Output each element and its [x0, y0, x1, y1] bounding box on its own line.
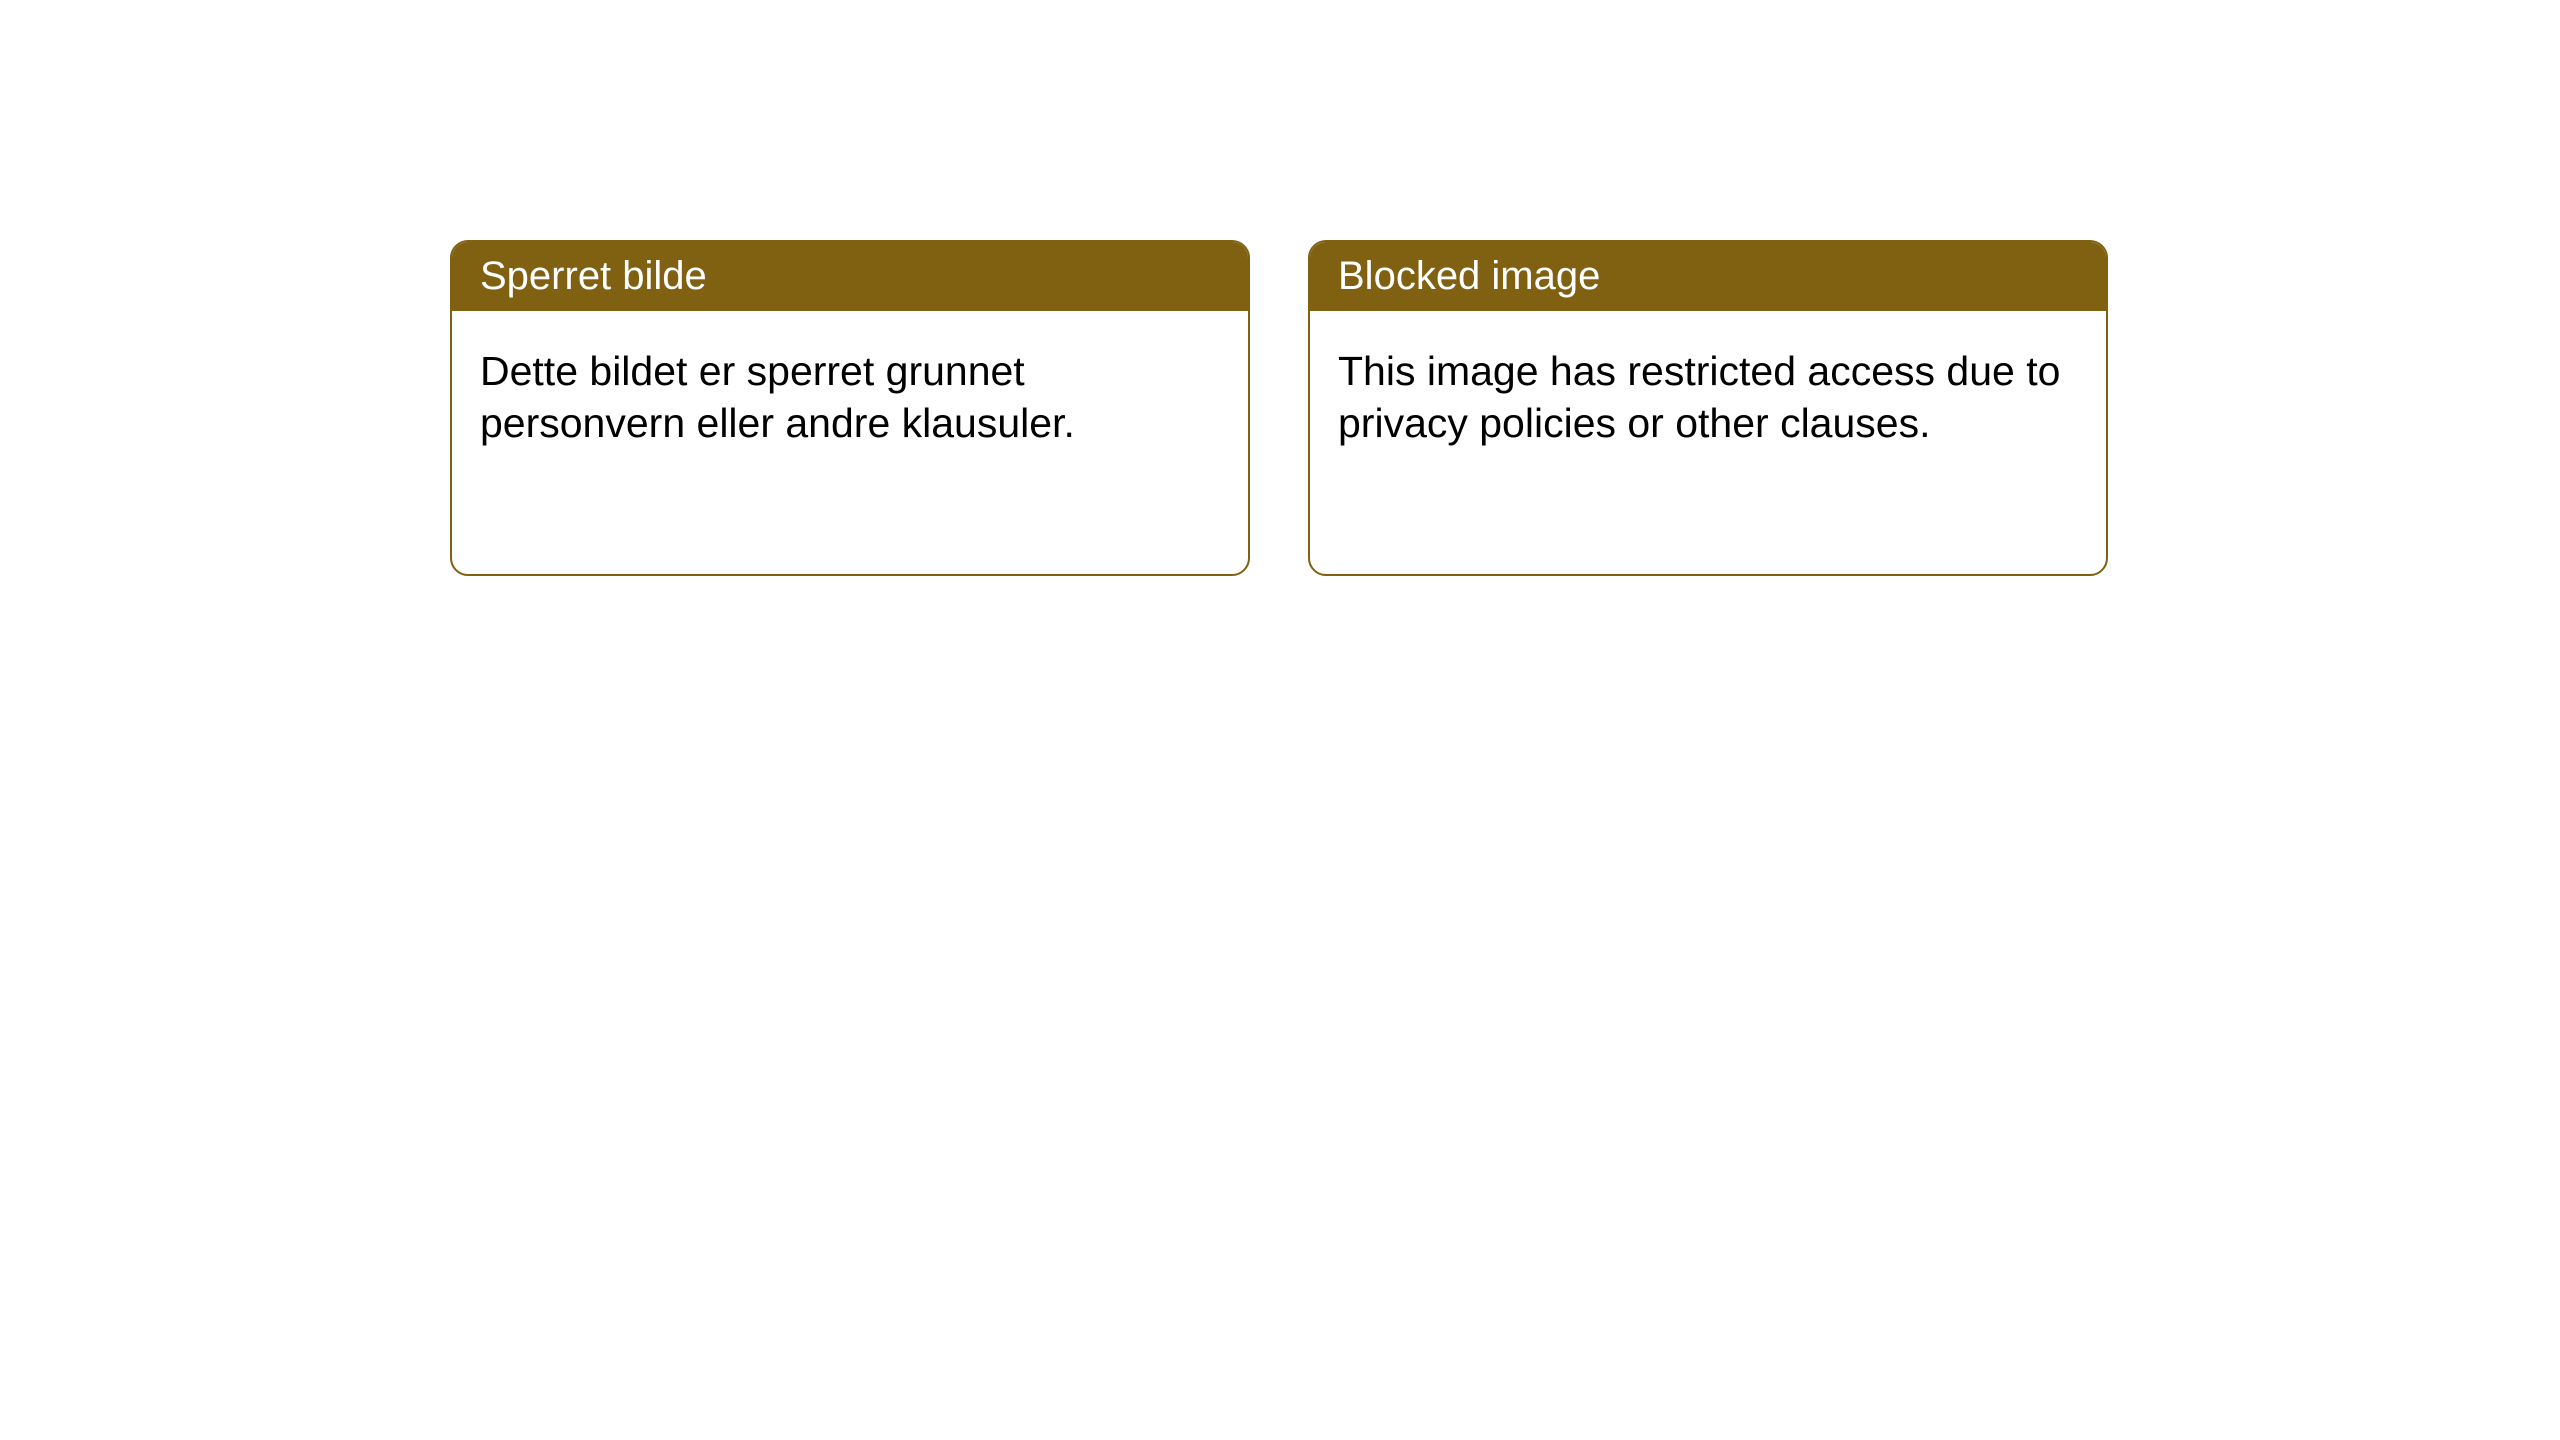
blocked-image-card-en: Blocked image This image has restricted … — [1308, 240, 2108, 576]
blocked-image-card-no: Sperret bilde Dette bildet er sperret gr… — [450, 240, 1250, 576]
card-header-no: Sperret bilde — [452, 242, 1248, 311]
card-body-en: This image has restricted access due to … — [1310, 311, 2106, 484]
card-body-no: Dette bildet er sperret grunnet personve… — [452, 311, 1248, 484]
notice-card-container: Sperret bilde Dette bildet er sperret gr… — [450, 240, 2108, 576]
card-header-en: Blocked image — [1310, 242, 2106, 311]
